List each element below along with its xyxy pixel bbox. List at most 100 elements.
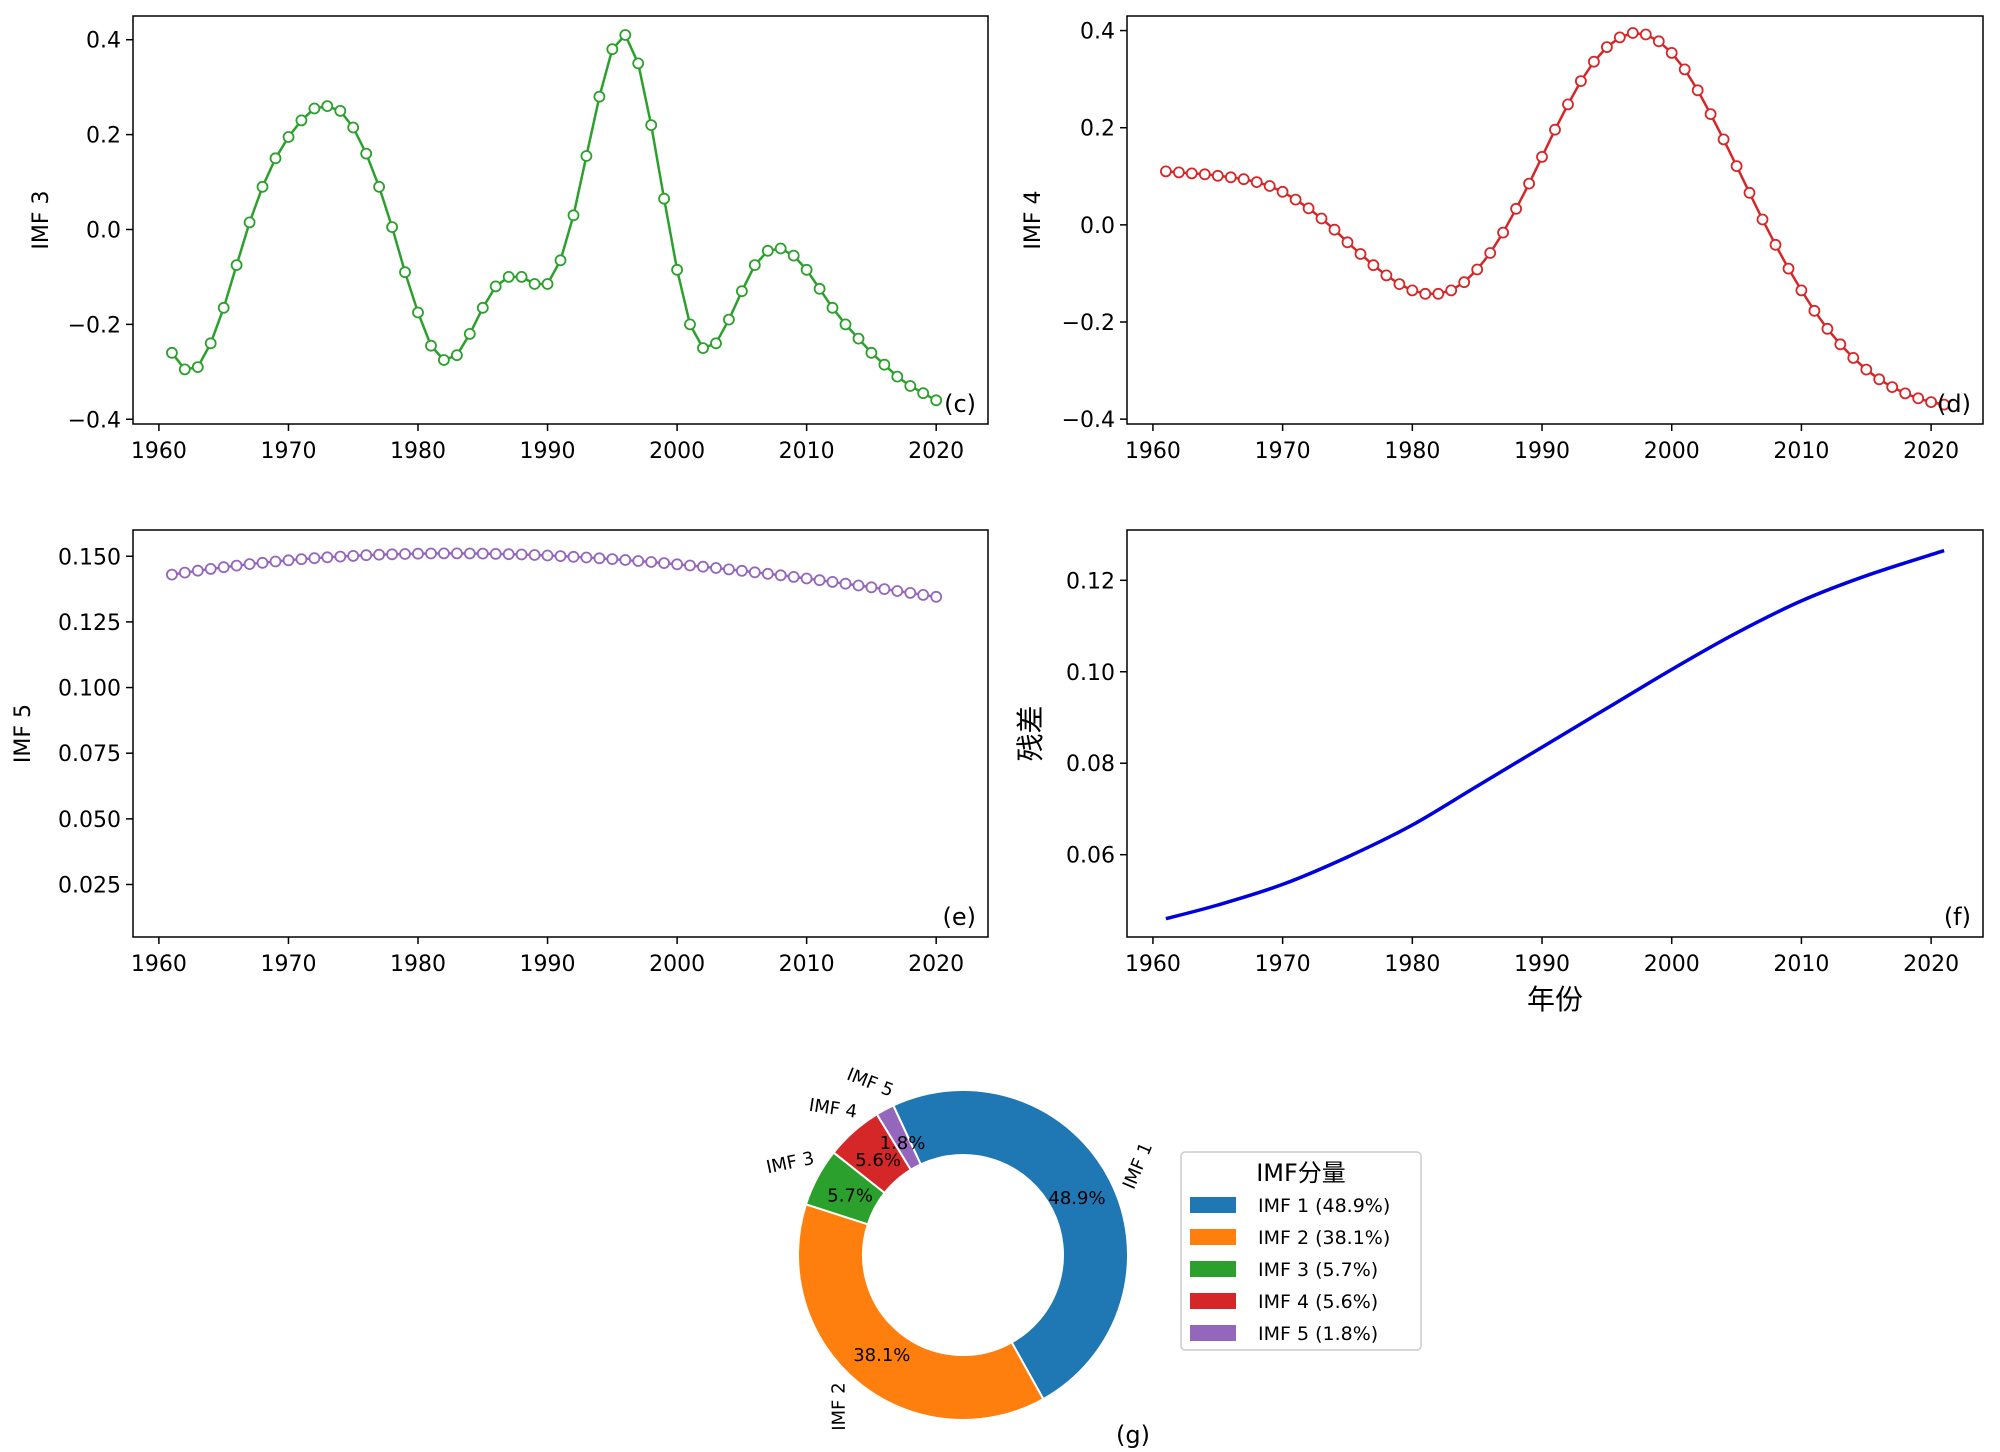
y-tick-label: −0.4 bbox=[68, 408, 121, 433]
x-tick-label: 2000 bbox=[649, 439, 705, 464]
data-point bbox=[269, 152, 282, 165]
legend-title: IMF分量 bbox=[1256, 1159, 1346, 1187]
data-point bbox=[334, 105, 347, 117]
legend-entry: IMF 3 (5.7%) bbox=[1258, 1259, 1378, 1281]
legend-entry: IMF 2 (38.1%) bbox=[1258, 1227, 1390, 1249]
y-tick-label: 0.12 bbox=[1066, 569, 1115, 594]
data-point bbox=[1471, 263, 1484, 276]
data-point bbox=[360, 147, 373, 160]
data-point bbox=[736, 285, 748, 298]
data-point bbox=[852, 332, 865, 345]
data-point bbox=[1834, 338, 1847, 351]
data-point bbox=[813, 574, 826, 587]
slice-label: IMF 5 bbox=[844, 1064, 897, 1101]
data-point bbox=[399, 266, 411, 279]
data-point bbox=[282, 554, 295, 567]
data-point bbox=[425, 547, 437, 560]
data-point bbox=[1484, 247, 1497, 259]
legend-swatch bbox=[1190, 1325, 1236, 1341]
data-point bbox=[658, 557, 670, 569]
data-point bbox=[373, 180, 386, 193]
data-point bbox=[256, 556, 269, 569]
y-tick-label: −0.2 bbox=[68, 313, 121, 338]
data-point bbox=[930, 590, 943, 603]
data-point bbox=[502, 548, 515, 561]
data-point bbox=[360, 549, 373, 562]
plot-frame bbox=[132, 15, 989, 425]
x-tick-label: 1960 bbox=[131, 439, 187, 464]
data-point bbox=[1510, 202, 1522, 215]
slice-percent: 48.9% bbox=[1048, 1188, 1105, 1209]
x-tick-label: 2000 bbox=[649, 952, 705, 977]
panel-label: (d) bbox=[1937, 390, 1971, 418]
data-point bbox=[684, 559, 696, 572]
data-point bbox=[437, 354, 450, 366]
data-point bbox=[1237, 173, 1250, 186]
y-axis-label: IMF 3 bbox=[29, 190, 54, 249]
data-point bbox=[1393, 278, 1406, 291]
data-point bbox=[1198, 168, 1211, 181]
data-point bbox=[697, 342, 709, 355]
data-point bbox=[697, 560, 709, 573]
data-point bbox=[865, 581, 878, 594]
data-point bbox=[1458, 276, 1471, 289]
x-tick-label: 2020 bbox=[1903, 952, 1959, 977]
data-point bbox=[489, 548, 502, 560]
data-point bbox=[502, 270, 515, 283]
data-point bbox=[1302, 202, 1315, 215]
data-point bbox=[425, 339, 437, 352]
data-point bbox=[230, 259, 243, 272]
x-tick-label: 2020 bbox=[908, 952, 964, 977]
data-point bbox=[1367, 259, 1380, 272]
y-tick-label: 0.150 bbox=[58, 545, 121, 570]
data-point bbox=[386, 221, 399, 234]
data-point bbox=[774, 242, 787, 255]
data-point bbox=[658, 192, 670, 205]
x-tick-label: 2020 bbox=[1903, 439, 1959, 464]
data-point bbox=[1289, 193, 1302, 206]
data-point bbox=[774, 569, 787, 582]
data-point bbox=[1704, 108, 1717, 120]
data-point bbox=[178, 363, 191, 376]
data-point bbox=[580, 551, 593, 564]
data-point bbox=[308, 102, 321, 115]
data-point bbox=[165, 568, 178, 581]
y-tick-label: −0.2 bbox=[1062, 311, 1115, 336]
data-point bbox=[1795, 284, 1808, 297]
y-tick-label: 0.06 bbox=[1066, 844, 1115, 869]
data-point bbox=[191, 564, 204, 577]
data-point bbox=[1665, 47, 1678, 59]
data-point bbox=[878, 583, 891, 595]
data-point bbox=[800, 572, 813, 585]
data-point bbox=[1938, 398, 1950, 411]
y-tick-label: 0.025 bbox=[58, 873, 121, 898]
x-tick-label: 1990 bbox=[1514, 439, 1570, 464]
data-point bbox=[1782, 262, 1795, 275]
data-point bbox=[373, 548, 386, 561]
data-point bbox=[1523, 177, 1535, 190]
data-point bbox=[1562, 98, 1574, 111]
data-point bbox=[904, 587, 917, 599]
data-point bbox=[865, 346, 878, 359]
data-point bbox=[295, 553, 308, 566]
data-point bbox=[282, 131, 295, 143]
data-point bbox=[878, 358, 891, 371]
data-point bbox=[671, 263, 683, 276]
data-point bbox=[852, 579, 865, 592]
data-point bbox=[541, 549, 554, 562]
data-point bbox=[450, 547, 463, 560]
data-point bbox=[580, 150, 593, 162]
y-tick-label: 0.100 bbox=[58, 677, 121, 702]
data-point bbox=[619, 29, 632, 41]
data-point bbox=[761, 244, 774, 257]
data-point bbox=[1250, 176, 1263, 189]
data-point bbox=[1185, 167, 1198, 180]
data-point bbox=[1847, 351, 1860, 364]
donut-slice bbox=[891, 1089, 1129, 1401]
x-tick-label: 2020 bbox=[908, 439, 964, 464]
legend-swatch bbox=[1190, 1261, 1236, 1277]
data-point bbox=[671, 558, 683, 571]
data-point bbox=[645, 556, 658, 568]
slice-percent: 5.7% bbox=[827, 1186, 873, 1207]
data-point bbox=[1808, 304, 1821, 317]
